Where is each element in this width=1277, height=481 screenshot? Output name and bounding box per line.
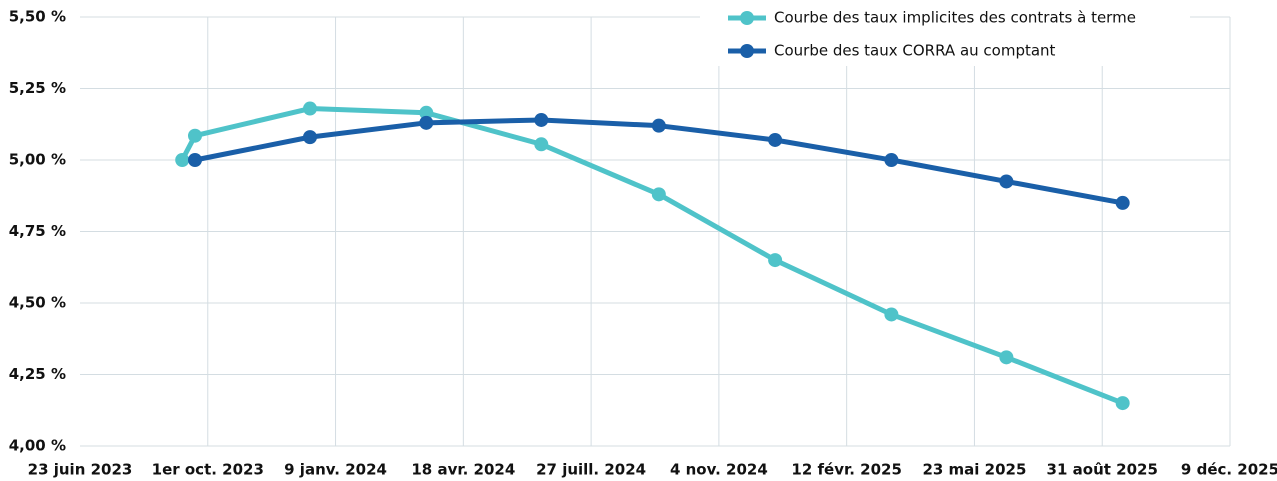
- x-tick-label: 12 févr. 2025: [791, 461, 902, 479]
- x-tick-label: 1er oct. 2023: [152, 461, 264, 479]
- x-tick-label: 31 août 2025: [1047, 461, 1158, 479]
- legend-marker: [740, 44, 754, 58]
- x-tick-label: 23 mai 2025: [922, 461, 1026, 479]
- x-tick-label: 9 déc. 2025: [1181, 461, 1277, 479]
- point: [768, 132, 783, 147]
- point: [534, 112, 549, 127]
- point: [651, 118, 666, 133]
- x-tick-label: 27 juill. 2024: [536, 461, 646, 479]
- legend-background: [700, 2, 1190, 66]
- point: [534, 137, 549, 152]
- point: [419, 115, 434, 130]
- legend-label: Courbe des taux implicites des contrats …: [774, 9, 1136, 27]
- y-tick-label: 5,00 %: [9, 151, 66, 169]
- point: [303, 130, 317, 145]
- point: [999, 174, 1014, 189]
- x-tick-label: 9 janv. 2024: [284, 461, 387, 479]
- point: [884, 153, 899, 167]
- point: [303, 101, 317, 116]
- point: [419, 105, 434, 120]
- y-tick-label: 5,25 %: [9, 79, 66, 97]
- x-tick-label: 4 nov. 2024: [670, 461, 768, 479]
- y-tick-label: 4,75 %: [9, 222, 66, 240]
- y-tick-label: 4,00 %: [9, 437, 66, 455]
- point: [1115, 195, 1130, 210]
- legend-label: Courbe des taux CORRA au comptant: [774, 42, 1056, 60]
- y-tick-label: 5,50 %: [9, 8, 66, 26]
- point: [999, 350, 1014, 365]
- point: [1115, 396, 1130, 411]
- y-tick-label: 4,50 %: [9, 294, 66, 312]
- x-tick-label: 18 avr. 2024: [411, 461, 515, 479]
- point: [188, 128, 202, 143]
- legend-marker: [740, 11, 754, 25]
- point: [768, 253, 783, 268]
- y-tick-label: 4,25 %: [9, 365, 66, 383]
- line: [180, 106, 1124, 406]
- point: [884, 307, 899, 322]
- point: [188, 153, 202, 167]
- x-tick-label: 23 juin 2023: [28, 461, 133, 479]
- point: [175, 153, 190, 167]
- point: [651, 187, 666, 202]
- legend: Courbe des taux implicites des contrats …: [700, 2, 1190, 66]
